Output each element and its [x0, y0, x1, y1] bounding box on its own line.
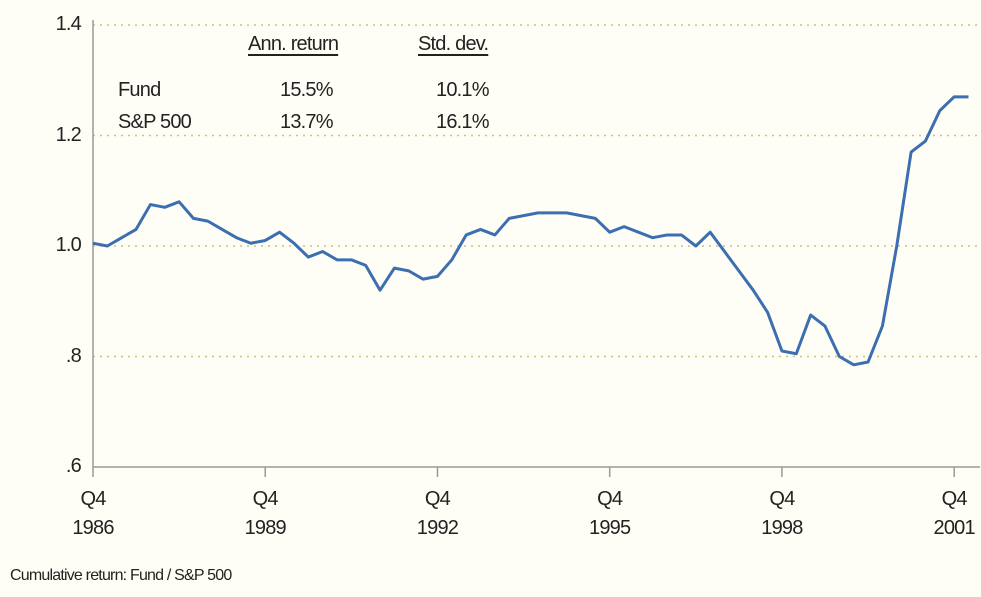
- x-tick-label: Q4 1995: [589, 488, 631, 539]
- y-tick-label: .6: [65, 455, 82, 477]
- table-cell: 13.7%: [280, 111, 334, 133]
- table-cell: Fund: [118, 79, 161, 101]
- table-cell: 16.1%: [436, 111, 490, 133]
- table-cell: S&P 500: [118, 111, 192, 133]
- table-cell: 10.1%: [436, 79, 490, 101]
- footnote: Cumulative return: Fund / S&P 500: [10, 567, 232, 584]
- table-header: Std. dev.: [418, 33, 489, 55]
- y-tick-label: 1.2: [55, 123, 82, 146]
- y-tick-label: 1.0: [55, 234, 82, 256]
- x-tick-label: Q4 1998: [761, 488, 803, 539]
- y-tick-label: 1.4: [55, 13, 82, 35]
- x-tick-label: Q4 2001: [933, 488, 976, 539]
- x-tick-label: Q4 1989: [244, 488, 287, 539]
- x-tick-label: Q4 1992: [416, 488, 459, 539]
- table-cell: 15.5%: [280, 79, 334, 101]
- x-tick-label: Q4 1986: [72, 488, 114, 539]
- table-header: Ann. return: [248, 33, 339, 55]
- data-line: [92, 95, 969, 367]
- y-tick-label: .8: [65, 344, 82, 367]
